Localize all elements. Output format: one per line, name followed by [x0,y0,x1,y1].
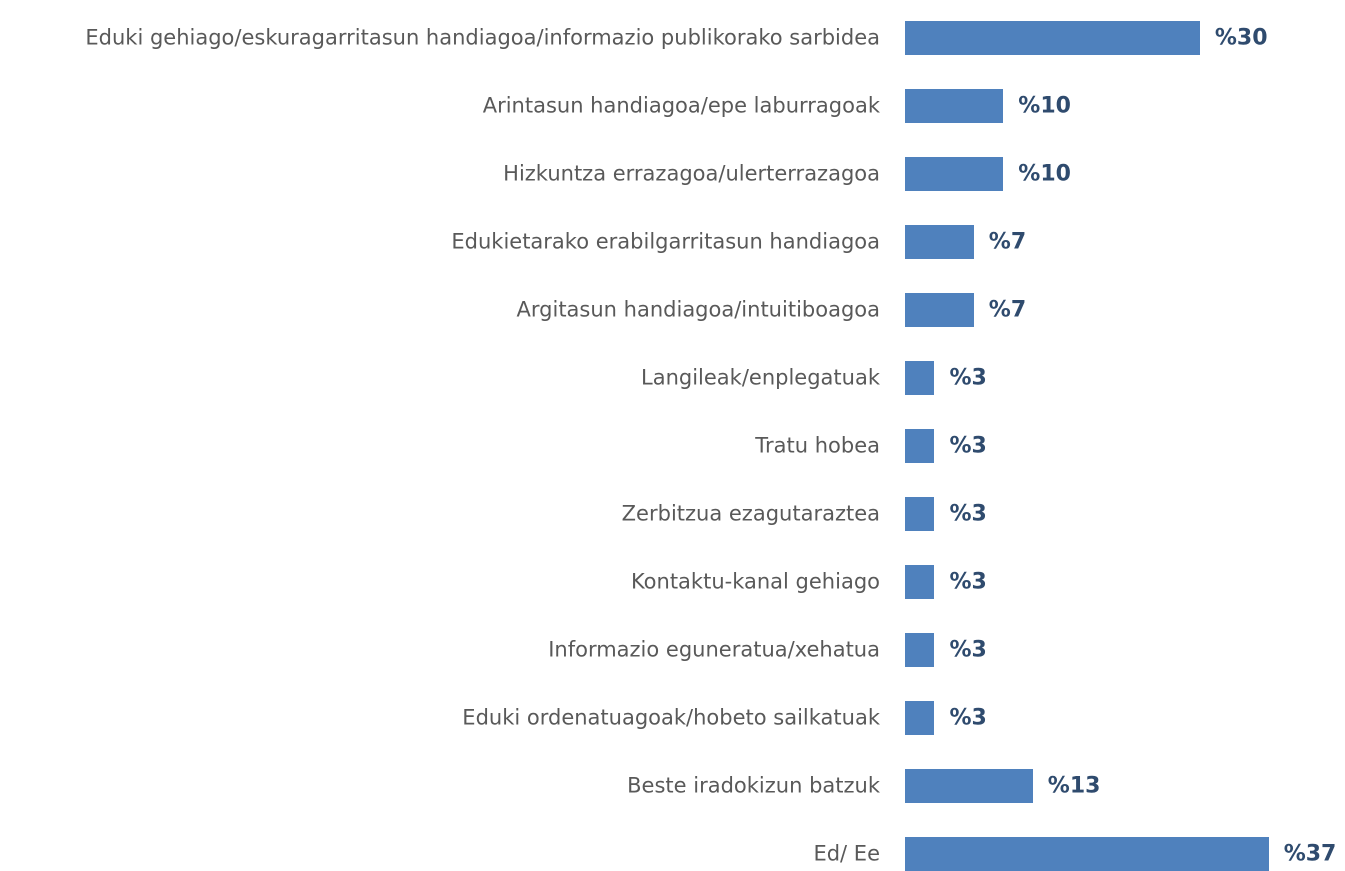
bar [905,769,1033,803]
value-label: %3 [949,705,987,731]
value-label: %30 [1214,25,1268,51]
bar [905,361,935,395]
category-label: Zerbitzua ezagutaraztea [621,501,880,526]
bar [905,565,935,599]
category-label: Hizkuntza errazagoa/ulerterrazagoa [503,161,880,186]
category-label: Edukietarako erabilgarritasun handiagoa [451,229,880,254]
category-label: Ed/ Ee [813,841,880,866]
bar [905,633,935,667]
bar [905,89,1004,123]
category-label: Eduki gehiago/eskuragarritasun handiagoa… [85,25,880,50]
category-label: Argitasun handiagoa/intuitiboagoa [516,297,880,322]
bar [905,701,935,735]
bar [905,497,935,531]
bar [905,157,1004,191]
value-label: %10 [1018,161,1071,187]
bar [905,429,935,463]
category-label: Tratu hobea [755,433,880,458]
value-label: %13 [1047,773,1101,799]
category-label: Langileak/enplegatuak [641,365,880,390]
value-label: %3 [949,569,987,595]
category-label: Beste iradokizun batzuk [627,773,880,798]
bar [905,225,974,259]
value-label: %3 [949,365,987,391]
bar [905,21,1200,55]
value-label: %3 [949,501,987,527]
value-label: %3 [949,637,987,663]
value-label: %7 [988,229,1027,255]
value-label: %10 [1018,93,1071,119]
category-label: Arintasun handiagoa/epe laburragoak [482,93,880,118]
value-label: %3 [949,433,987,459]
bar [905,293,974,327]
category-label: Eduki ordenatuagoak/hobeto sailkatuak [462,705,880,730]
bar [905,837,1269,871]
value-label: %7 [988,297,1027,323]
category-label: Kontaktu-kanal gehiago [630,569,880,594]
category-label: Informazio eguneratua/xehatua [548,637,880,662]
value-label: %37 [1283,841,1337,867]
